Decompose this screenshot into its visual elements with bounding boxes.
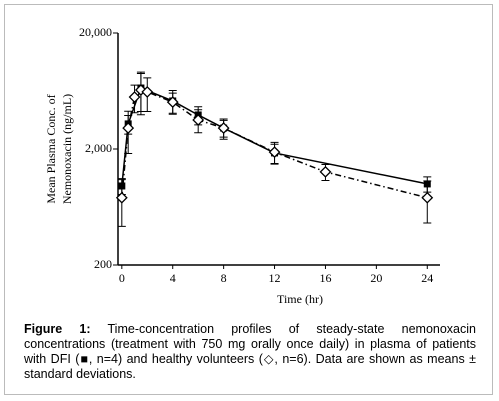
series-line bbox=[121, 87, 428, 187]
data-point bbox=[217, 122, 230, 134]
x-tick-label: 0 bbox=[119, 271, 125, 285]
caption-text: Time-concentration profiles of steady-st… bbox=[24, 322, 476, 381]
data-point bbox=[319, 165, 332, 178]
data-point bbox=[115, 191, 128, 204]
y-axis-label: Nemonoxacin (ng/mL) bbox=[60, 94, 74, 204]
data-point bbox=[421, 191, 434, 204]
caption: Figure 1: Time-concentration profiles of… bbox=[24, 322, 476, 382]
y-axis-label: Mean Plasma Conc. of bbox=[44, 94, 58, 203]
data-point bbox=[268, 146, 281, 159]
x-tick-label: 24 bbox=[421, 271, 433, 285]
x-axis-label: Time (hr) bbox=[277, 292, 323, 306]
x-tick-label: 8 bbox=[221, 271, 227, 285]
caption-label: Figure 1: bbox=[24, 322, 91, 336]
data-point bbox=[141, 86, 154, 98]
data-point bbox=[192, 114, 205, 126]
chart: Time (hr) Mean Plasma Conc. of Nemonoxac… bbox=[44, 25, 440, 306]
y-tick-label: 20,000 bbox=[79, 25, 112, 39]
figure-frame bbox=[4, 4, 493, 395]
x-tick-label: 12 bbox=[269, 271, 281, 285]
x-tick-label: 4 bbox=[170, 271, 176, 285]
x-tick-label: 20 bbox=[370, 271, 382, 285]
y-tick-label: 2,000 bbox=[85, 141, 112, 155]
y-tick-label: 200 bbox=[94, 257, 112, 271]
data-point bbox=[128, 91, 141, 103]
data-point bbox=[166, 96, 179, 109]
data-point bbox=[122, 122, 135, 134]
x-tick-label: 16 bbox=[319, 271, 331, 285]
